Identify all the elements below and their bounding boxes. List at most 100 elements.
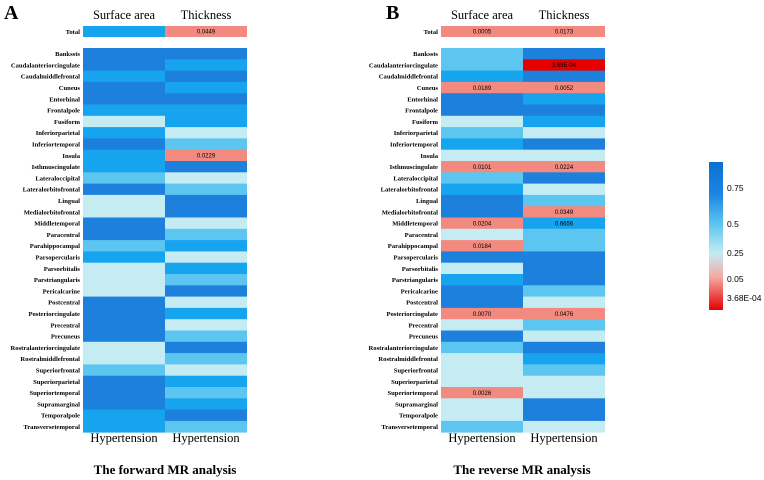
- row-label: Cuneus: [59, 85, 81, 92]
- heatmap-cell: [83, 262, 165, 275]
- heatmap-cell: [83, 341, 165, 354]
- heatmap-cell: [523, 206, 605, 218]
- heatmap-cell: [523, 93, 605, 105]
- row-label: Rostralmiddlefrontal: [20, 356, 80, 363]
- row-label: Caudalmiddlefrontal: [21, 74, 80, 81]
- row-label: Precentral: [50, 322, 80, 329]
- heatmap-cell: [165, 194, 247, 207]
- heatmap-cell: [165, 81, 247, 94]
- row-label: Transversetemporal: [23, 424, 80, 431]
- heatmap-cell: [523, 70, 605, 83]
- heatmap-cell: [83, 161, 165, 173]
- row-label: Superiortemporal: [29, 390, 80, 397]
- heatmap-cell: [83, 26, 165, 37]
- heatmap-cell: [441, 194, 523, 207]
- cell-value-label: 0.0101: [473, 165, 492, 171]
- heatmap-cell: [441, 161, 523, 173]
- heatmap-cell: [165, 104, 247, 117]
- row-label: Parstriangularis: [34, 277, 81, 284]
- heatmap-cell: [165, 251, 247, 264]
- row-label: Supramarginal: [37, 401, 80, 408]
- heatmap-cell: [83, 228, 165, 241]
- heatmap-cell: [83, 104, 165, 117]
- row-label: Caudalmiddlefrontal: [379, 74, 438, 81]
- row-label: Precuneus: [409, 334, 439, 341]
- heatmap-cell: [83, 115, 165, 128]
- heatmap-cell: [83, 70, 165, 83]
- column-header: Thickness: [181, 8, 232, 22]
- heatmap-cell: [441, 274, 523, 286]
- heatmap-cell: [523, 274, 605, 286]
- cell-value-label: 0.0005: [473, 30, 492, 36]
- heatmap-cell: [441, 206, 523, 218]
- panel-a: A Surface area Thickness Total 0.0449 Banksst…: [4, 2, 247, 477]
- heatmap-cell: [83, 330, 165, 343]
- panel-title: The forward MR analysis: [94, 462, 237, 477]
- row-label: Transversetemporal: [381, 424, 438, 431]
- heatmap-cell: [83, 183, 165, 196]
- row-label: Temporalpole: [41, 413, 80, 420]
- panel-letter: B: [386, 2, 399, 24]
- row-label: Parahippocampal: [30, 243, 80, 250]
- cell-value-label: 0.0189: [473, 86, 492, 92]
- row-label: Parahippocampal: [388, 243, 438, 250]
- row-label: Fusiform: [412, 119, 439, 126]
- row-label: Insula: [62, 153, 80, 160]
- heatmap-cell: [165, 364, 247, 377]
- heatmap-cell: [523, 409, 605, 422]
- row-label: Paracentral: [405, 232, 438, 239]
- row-label: Inferiortemporal: [390, 141, 438, 148]
- row-label: Superiortemporal: [387, 390, 438, 397]
- heatmap-cell: [523, 59, 605, 71]
- x-axis-label: Hypertension: [448, 431, 516, 445]
- heatmap-cell: [83, 398, 165, 410]
- heatmap-cell: [165, 206, 247, 218]
- heatmap-cell: [83, 93, 165, 105]
- heatmap-cell: [165, 274, 247, 286]
- heatmap-cell: [83, 59, 165, 71]
- heatmap-cell: [83, 251, 165, 264]
- heatmap-cell: [523, 217, 605, 230]
- heatmap-cell: [523, 251, 605, 264]
- row-label-total: Total: [66, 29, 81, 36]
- row-label: Inferiorparietal: [394, 130, 438, 137]
- row-label: Caudalanteriorcingulate: [11, 62, 80, 69]
- heatmap-cell: [441, 420, 523, 433]
- heatmap-cell: [441, 285, 523, 297]
- heatmap-cell: [523, 194, 605, 207]
- heatmap-cell: [441, 398, 523, 410]
- heatmap-cell: [165, 262, 247, 275]
- heatmap-cell: [523, 104, 605, 117]
- heatmap-cell: [441, 115, 523, 128]
- row-label: Rostralmiddlefrontal: [378, 356, 438, 363]
- colorbar-tick-label: 0.05: [727, 274, 744, 284]
- heatmap-cell: [523, 183, 605, 196]
- heatmap-cell: [165, 398, 247, 410]
- row-label: Posteriorcingulate: [28, 311, 80, 318]
- row-label: Caudalanteriorcingulate: [369, 62, 438, 69]
- cell-value-label: 0.0173: [555, 30, 574, 36]
- heatmap-cell: [83, 172, 165, 184]
- heatmap-cell: [441, 296, 523, 309]
- heatmap-cell: [441, 364, 523, 377]
- heatmap-cell: [165, 387, 247, 399]
- heatmap-cell: [523, 127, 605, 139]
- column-header: Thickness: [539, 8, 590, 22]
- heatmap-cell: [165, 48, 247, 60]
- heatmap-cell: [523, 81, 605, 94]
- row-label: Lateralorbitofrontal: [381, 187, 439, 194]
- heatmap-cell: [441, 138, 523, 151]
- heatmap-cell: [441, 93, 523, 105]
- cell-value-label: 3.68E-04: [552, 63, 577, 69]
- row-label: Posteriorcingulate: [386, 311, 438, 318]
- heatmap-cell: [83, 149, 165, 162]
- row-label: Frontalpole: [405, 108, 438, 115]
- row-label: Parsopercularis: [35, 254, 80, 261]
- row-label: Rostralanteriorcingulate: [11, 345, 81, 352]
- heatmap-cell: [441, 341, 523, 354]
- row-label: Superiorfrontal: [36, 367, 80, 374]
- heatmap-cell: [523, 285, 605, 297]
- heatmap-cell: [523, 341, 605, 354]
- heatmap-cell: [441, 240, 523, 252]
